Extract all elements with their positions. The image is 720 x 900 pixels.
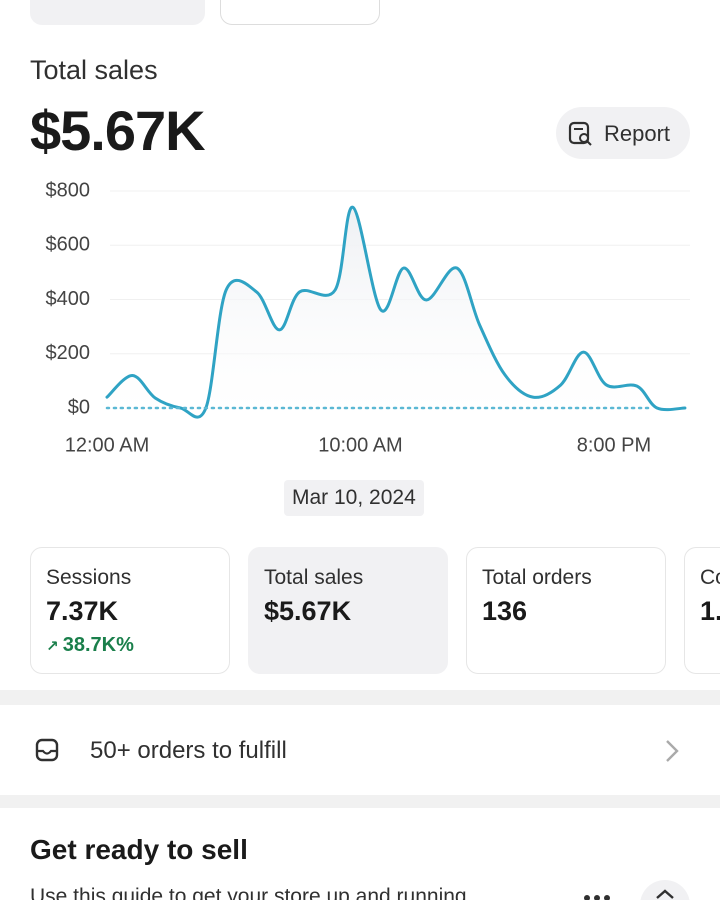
- area: [107, 207, 685, 418]
- sales-title: Total sales: [30, 55, 158, 85]
- metric-value: $5.67K: [264, 596, 352, 626]
- up-arrow: ↗: [46, 638, 63, 655]
- report-icon: [568, 121, 592, 146]
- period-button[interactable]: [30, 0, 205, 25]
- metric-card[interactable]: Sessions 7.37K ↗ 38.7K%: [30, 547, 230, 674]
- metric-card[interactable]: Total orders 136: [466, 547, 666, 674]
- metric-label: Sessions: [46, 566, 132, 589]
- metric-value: 7.37K: [46, 596, 119, 626]
- y-tick-label: $200: [46, 342, 91, 364]
- y-tick-label: $800: [46, 179, 91, 201]
- date-label: Mar 10, 2024: [284, 480, 424, 516]
- metric-card[interactable]: Co 1.: [684, 547, 720, 674]
- y-tick-label: $0: [68, 396, 90, 418]
- setup-text: Use this guide to get your store up and …: [30, 885, 467, 900]
- x-tick-label: 10:00 AM: [318, 434, 403, 456]
- live-view-button[interactable]: [220, 0, 380, 25]
- report-label: Report: [604, 121, 671, 146]
- divider: [0, 690, 720, 705]
- chart: $0 $200 $400 $600 $800 12:00 AM 10:00 AM 8:00 P…: [46, 179, 690, 456]
- setup-title: Get ready to sell: [30, 834, 248, 865]
- chevron: [666, 740, 679, 762]
- metric-label: Total sales: [264, 566, 364, 589]
- fulfill-row[interactable]: 50+ orders to fulfill: [0, 705, 720, 795]
- divider: [0, 795, 720, 808]
- x-tick-label: 12:00 AM: [65, 434, 150, 456]
- metric-change: ↗ 38.7K%: [46, 634, 134, 657]
- fulfill-text: 50+ orders to fulfill: [90, 737, 287, 764]
- sales-total: $5.67K: [30, 99, 206, 162]
- metric-value: 136: [482, 596, 528, 626]
- y-tick-label: $400: [46, 288, 91, 310]
- setup-controls[interactable]: [575, 880, 720, 900]
- metric-card[interactable]: Total sales $5.67K: [248, 547, 448, 674]
- metric-label: Total orders: [482, 566, 592, 589]
- metric-label: Co: [700, 566, 720, 589]
- metric-change-text: 38.7K%: [62, 634, 134, 656]
- report-button[interactable]: Report: [556, 107, 690, 159]
- y-tick-label: $600: [46, 234, 91, 256]
- inbox-icon: [35, 738, 59, 762]
- metric-value: 1.: [700, 596, 720, 626]
- x-tick-label: 8:00 PM: [577, 434, 651, 456]
